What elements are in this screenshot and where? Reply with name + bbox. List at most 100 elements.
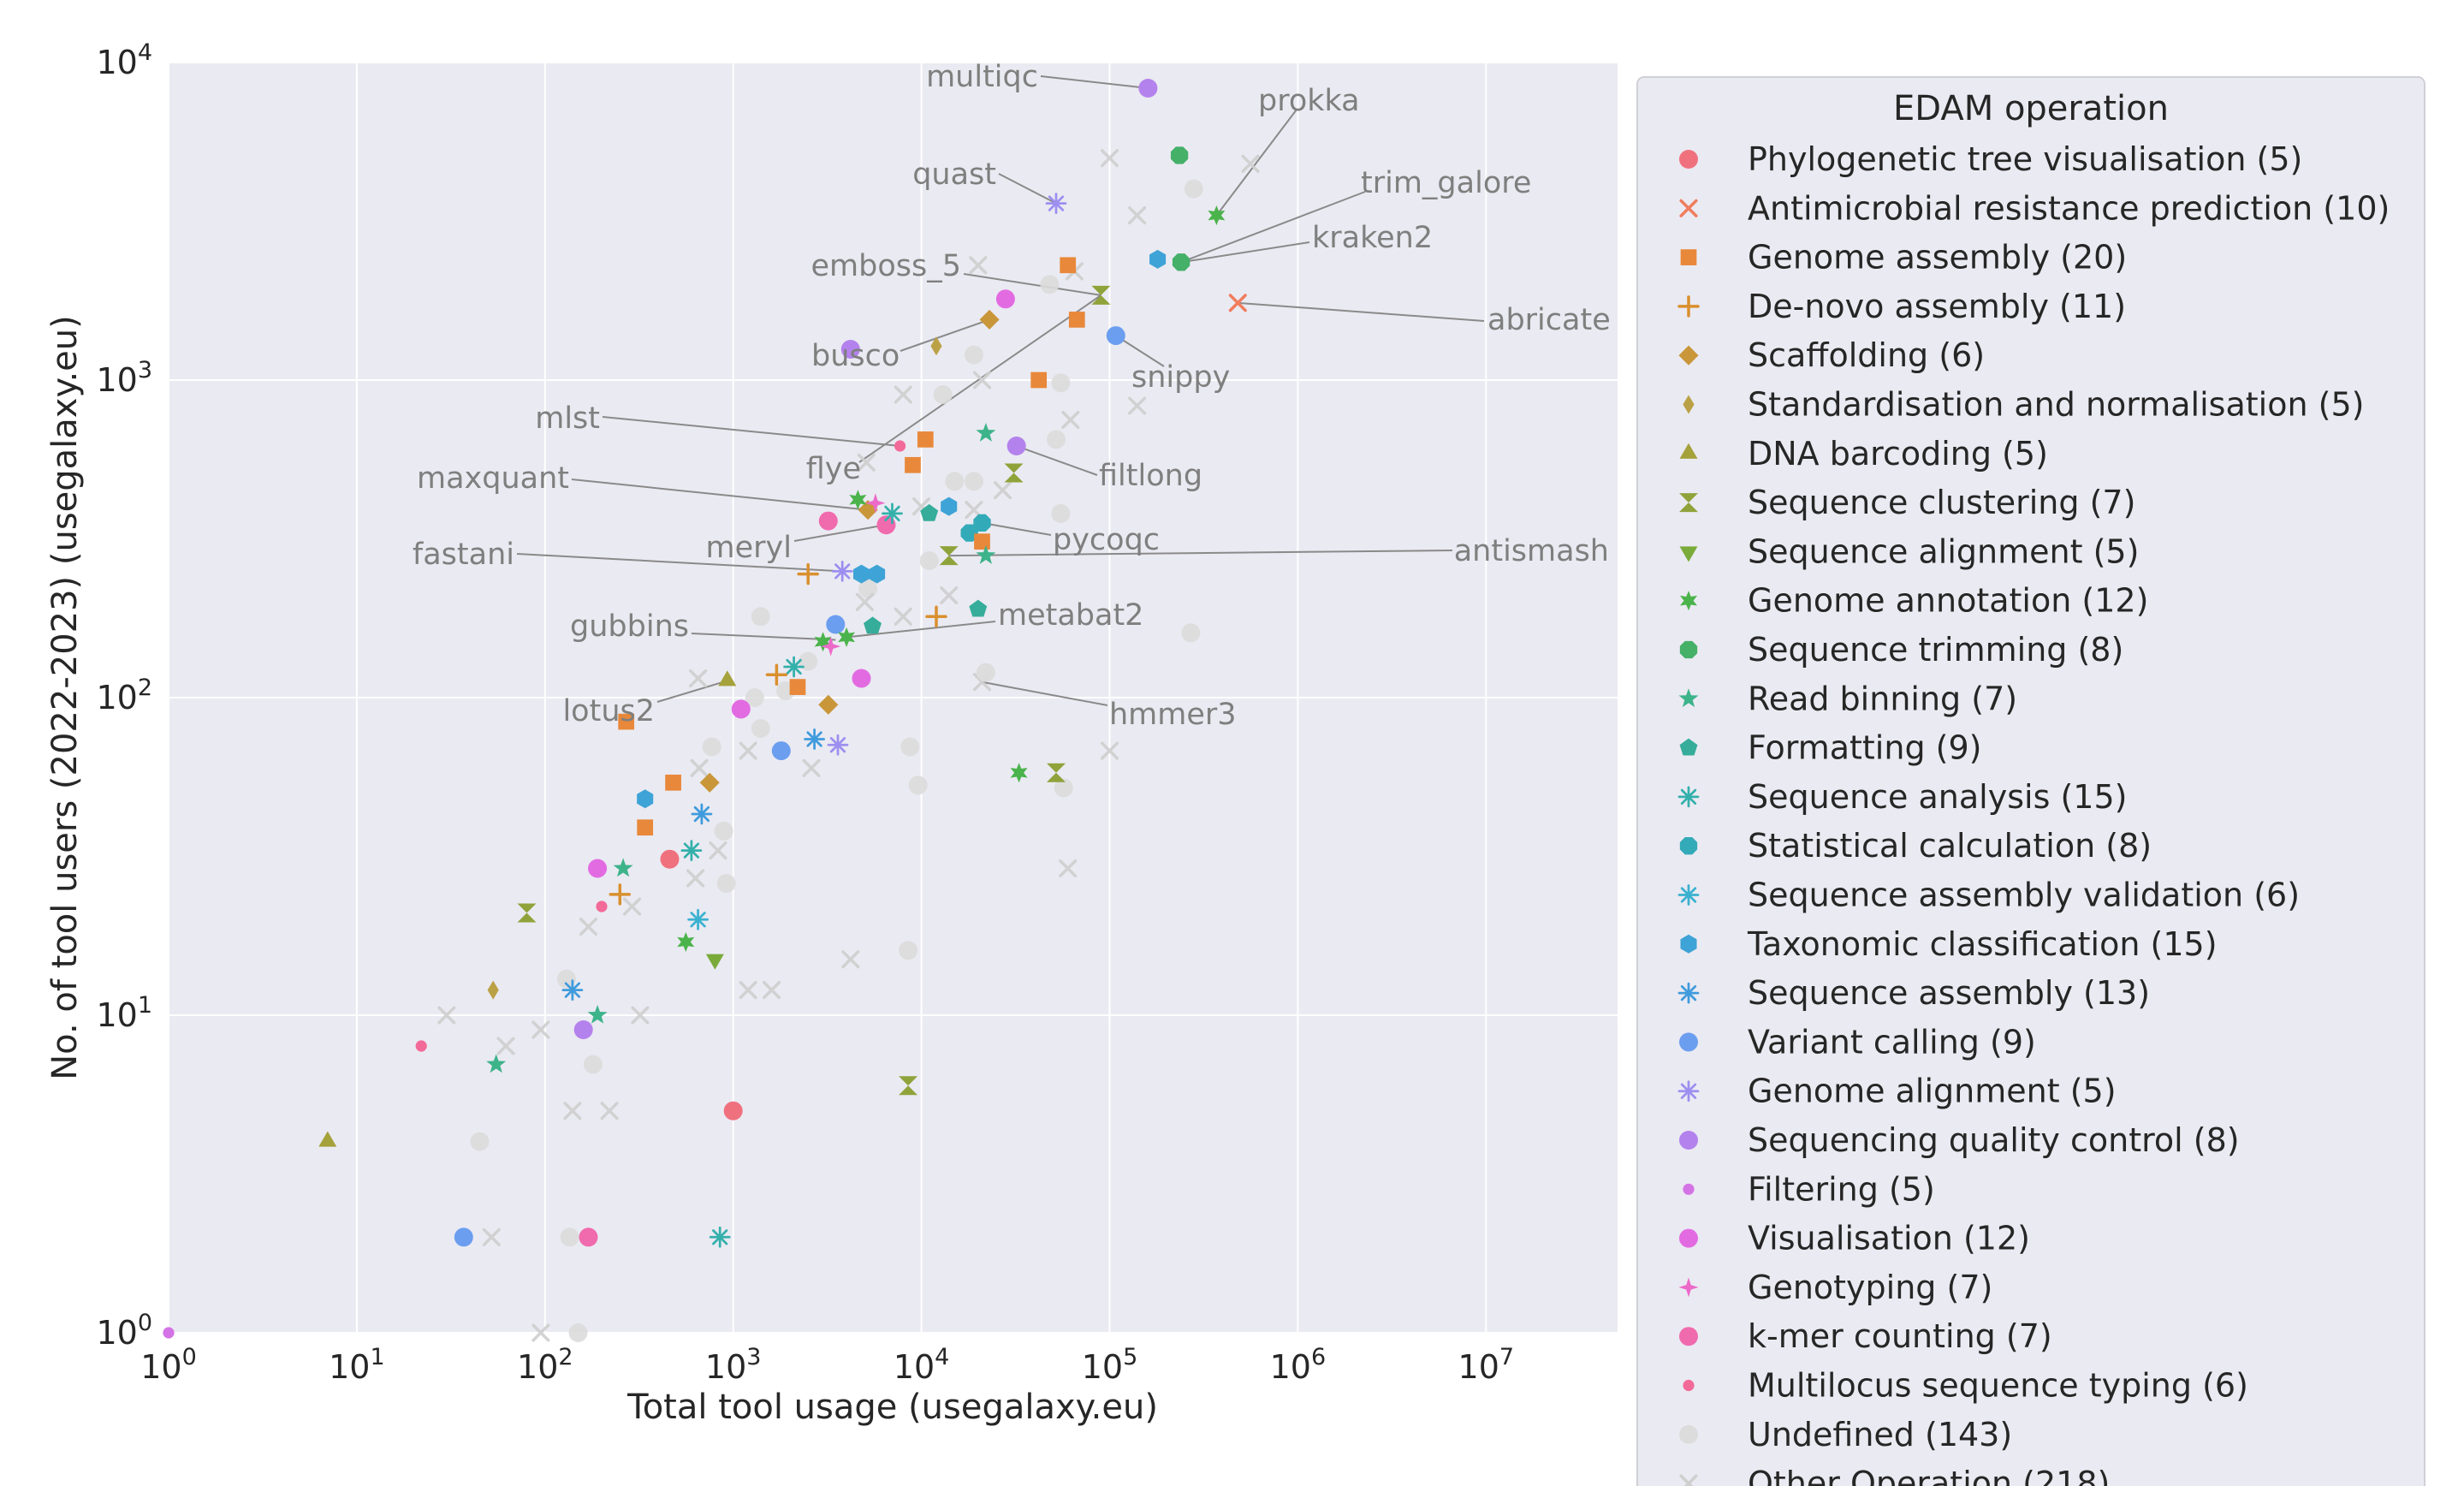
data-point [858, 500, 878, 520]
legend-item: k-mer counting (7) [1679, 1317, 2052, 1355]
legend-label: Genome annotation (12) [1748, 582, 2148, 620]
data-point [731, 699, 751, 719]
legend-marker [1679, 1474, 1698, 1486]
legend-item: Sequence analysis (15) [1677, 778, 2127, 816]
data-point [531, 1323, 550, 1342]
legend-marker [1679, 837, 1698, 855]
data-point [920, 503, 939, 521]
data-point [827, 734, 849, 756]
data-point [1040, 275, 1060, 294]
annotation-emboss_5: emboss_5 [811, 249, 962, 283]
legend-label: Filtering (5) [1748, 1170, 1935, 1208]
data-point [1030, 372, 1048, 389]
data-point [976, 545, 996, 564]
data-point [940, 585, 959, 605]
data-point [852, 669, 871, 688]
data-point [677, 931, 695, 953]
data-point [869, 564, 886, 584]
data-point [665, 774, 681, 791]
data-point [974, 533, 990, 550]
data-point [1060, 257, 1077, 274]
data-point [919, 551, 939, 570]
legend-item: Scaffolding (6) [1678, 336, 1985, 374]
legend-label: Formatting (9) [1748, 729, 1981, 767]
data-point [804, 728, 825, 750]
legend: EDAM operation Phylogenetic tree visuali… [1636, 76, 2425, 1486]
data-point [939, 546, 959, 566]
data-point [470, 1132, 490, 1151]
data-point [568, 1323, 588, 1342]
data-point [941, 496, 958, 516]
legend-marker [1679, 150, 1698, 169]
data-point [415, 1040, 427, 1052]
legend-label: Variant calling (9) [1748, 1023, 2036, 1061]
legend-label: Statistical calculation (8) [1748, 827, 2152, 865]
x-tick-label-2: 102 [517, 1344, 573, 1386]
legend-marker [1680, 591, 1697, 611]
data-point [852, 564, 870, 584]
data-point [763, 981, 781, 1000]
data-point [1149, 249, 1167, 269]
x-tick-label-7: 107 [1458, 1344, 1515, 1386]
annotation-prokka: prokka [1258, 84, 1360, 118]
data-point [686, 869, 705, 888]
leader-line-multiqc [1040, 75, 1149, 90]
data-point [979, 309, 1000, 330]
legend-label: Other Operation (218) [1748, 1465, 2110, 1486]
legend-label: Sequence clustering (7) [1748, 484, 2135, 521]
data-point [690, 758, 709, 777]
legend-item: Taxonomic classification (15) [1680, 925, 2218, 963]
legend-label: Visualisation (12) [1748, 1220, 2030, 1257]
annotation-antismash: antismash [1454, 534, 1609, 568]
x-tick-label-1: 101 [329, 1344, 385, 1386]
data-point [1138, 79, 1158, 98]
data-point [1184, 179, 1203, 199]
x-tick-label-4: 104 [894, 1344, 950, 1386]
legend-marker [1677, 786, 1700, 808]
legend-marker [1679, 640, 1698, 659]
annotation-fastani: fastani [413, 538, 514, 572]
data-point [613, 858, 633, 877]
data-point [1054, 778, 1073, 798]
data-point [691, 803, 713, 825]
data-point [1170, 146, 1189, 164]
legend-item: Multilocus sequence typing (6) [1683, 1367, 2248, 1405]
legend-item: Sequence assembly (13) [1677, 974, 2150, 1012]
data-point [631, 1006, 650, 1025]
legend-item: Sequence alignment (5) [1679, 532, 2139, 570]
annotation-abricate: abricate [1487, 303, 1611, 337]
legend-label: Sequence alignment (5) [1748, 532, 2139, 570]
annotation-metabat2: metabat2 [998, 598, 1143, 633]
data-point [496, 1037, 515, 1055]
leader-line-hmmer3 [982, 681, 1108, 706]
legend-marker [1679, 1327, 1698, 1346]
data-point [1047, 430, 1066, 449]
legend-items: Phylogenetic tree visualisation (5) Antim… [1677, 140, 2390, 1486]
data-point [969, 599, 988, 617]
data-point [789, 679, 806, 695]
legend-marker [1677, 982, 1700, 1004]
legend-label: k-mer counting (7) [1748, 1317, 2052, 1355]
data-point [596, 901, 608, 912]
x-tick-label-6: 106 [1270, 1344, 1327, 1386]
data-point [1004, 463, 1024, 483]
data-point [709, 1226, 731, 1248]
annotation-flye: flye [806, 452, 861, 486]
leader-line-busco [900, 318, 990, 352]
data-point [618, 713, 635, 730]
data-point [579, 918, 598, 936]
data-point [482, 1227, 501, 1246]
leader-line-kraken2 [1180, 241, 1310, 264]
point-annotations: multiqc prokka quast trim_galore kraken2 embo… [413, 60, 1611, 732]
legend-marker [1679, 1228, 1698, 1248]
data-point [487, 980, 499, 1000]
data-point [588, 859, 608, 878]
data-point [637, 819, 654, 836]
data-point [739, 741, 757, 760]
legend-marker [1678, 345, 1699, 366]
leader-line-emboss_5 [963, 273, 1101, 296]
data-point [573, 1020, 593, 1039]
data-point [865, 493, 886, 514]
data-point [973, 514, 991, 532]
